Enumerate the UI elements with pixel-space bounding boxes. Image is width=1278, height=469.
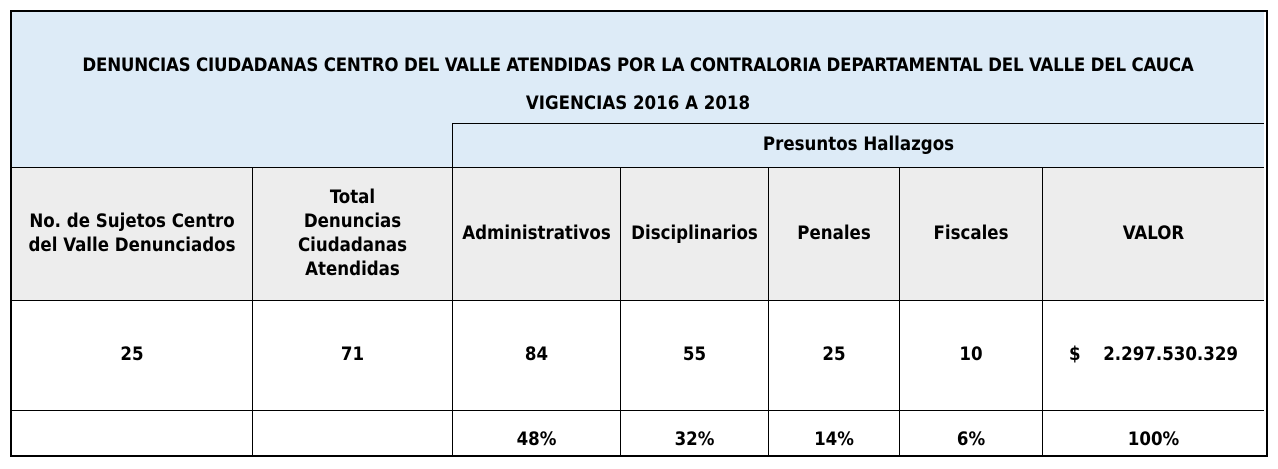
pct-blank-2 (253, 411, 453, 455)
pct-valor: 100% (1043, 411, 1264, 455)
title-line-1: DENUNCIAS CIUDADANAS CENTRO DEL VALLE AT… (82, 55, 1194, 76)
col-header-sujetos: No. de Sujetos Centro del Valle Denuncia… (12, 168, 253, 301)
col-header-disciplinarios: Disciplinarios (621, 168, 769, 301)
table-title: DENUNCIAS CIUDADANAS CENTRO DEL VALLE AT… (12, 12, 1264, 123)
col-header-administrativos: Administrativos (453, 168, 621, 301)
col-header-fiscales: Fiscales (900, 168, 1043, 301)
value-valor: $ 2.297.530.329 (1043, 301, 1264, 411)
value-administrativos: 84 (453, 301, 621, 411)
value-fiscales: 10 (900, 301, 1043, 411)
value-penales: 25 (769, 301, 900, 411)
valor-amount: 2.297.530.329 (1103, 344, 1238, 366)
value-sujetos: 25 (12, 301, 253, 411)
blank-header-cell (12, 123, 453, 168)
value-total: 71 (253, 301, 453, 411)
col-header-valor: VALOR (1043, 168, 1264, 301)
presuntos-hallazgos-header: Presuntos Hallazgos (453, 123, 1264, 168)
pct-administrativos: 48% (453, 411, 621, 455)
denuncias-table: DENUNCIAS CIUDADANAS CENTRO DEL VALLE AT… (10, 10, 1268, 457)
pct-penales: 14% (769, 411, 900, 455)
title-line-2: VIGENCIAS 2016 A 2018 (525, 93, 751, 115)
pct-fiscales: 6% (900, 411, 1043, 455)
value-disciplinarios: 55 (621, 301, 769, 411)
col-header-total: Total Denuncias Ciudadanas Atendidas (253, 168, 453, 301)
pct-disciplinarios: 32% (621, 411, 769, 455)
col-header-penales: Penales (769, 168, 900, 301)
pct-blank-1 (12, 411, 253, 455)
currency-symbol: $ (1069, 344, 1081, 366)
